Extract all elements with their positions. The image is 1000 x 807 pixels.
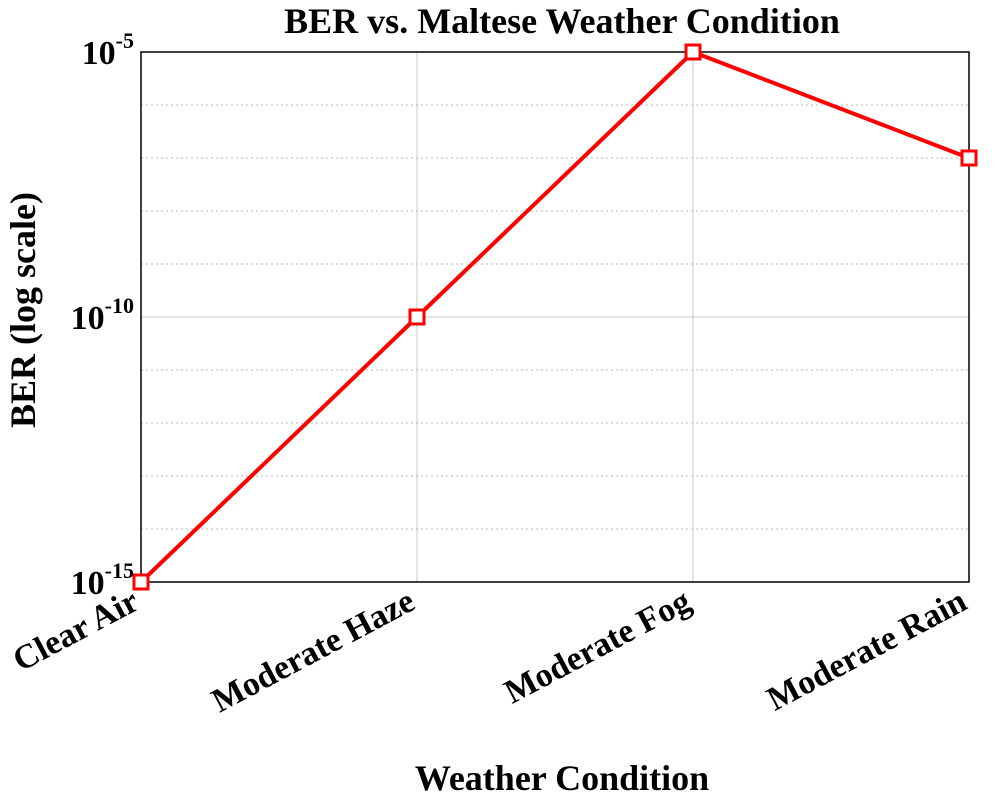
series-layer bbox=[132, 43, 978, 591]
x-axis-label: Weather Condition bbox=[415, 758, 709, 798]
data-point-marker bbox=[408, 308, 426, 326]
y-tick-base: 10 bbox=[71, 300, 105, 337]
data-point-marker bbox=[132, 573, 150, 591]
y-tick-base: 10 bbox=[82, 35, 116, 72]
x-tick-label: Moderate Haze bbox=[206, 582, 421, 720]
y-tick-base: 10 bbox=[71, 565, 105, 602]
y-tick-exponent: -15 bbox=[105, 558, 134, 583]
x-tick-labels: Clear Air Moderate Haze Moderate Fog Modera… bbox=[7, 582, 973, 720]
data-point-marker bbox=[684, 43, 702, 61]
series-line bbox=[139, 50, 970, 584]
plot-frame bbox=[140, 51, 970, 583]
chart-title: BER vs. Maltese Weather Condition bbox=[284, 1, 840, 41]
grid bbox=[141, 52, 969, 582]
y-tick-label: 10-5 bbox=[82, 28, 134, 72]
y-tick-label: 10-10 bbox=[71, 293, 134, 337]
y-tick-exponent: -10 bbox=[105, 293, 134, 318]
x-tick-label: Moderate Fog bbox=[498, 582, 696, 711]
y-axis-label: BER (log scale) bbox=[3, 192, 43, 428]
data-point-marker bbox=[960, 149, 978, 167]
x-tick-label: Moderate Rain bbox=[761, 582, 973, 718]
y-tick-label: 10-15 bbox=[71, 558, 134, 602]
y-tick-exponent: -5 bbox=[116, 28, 134, 53]
